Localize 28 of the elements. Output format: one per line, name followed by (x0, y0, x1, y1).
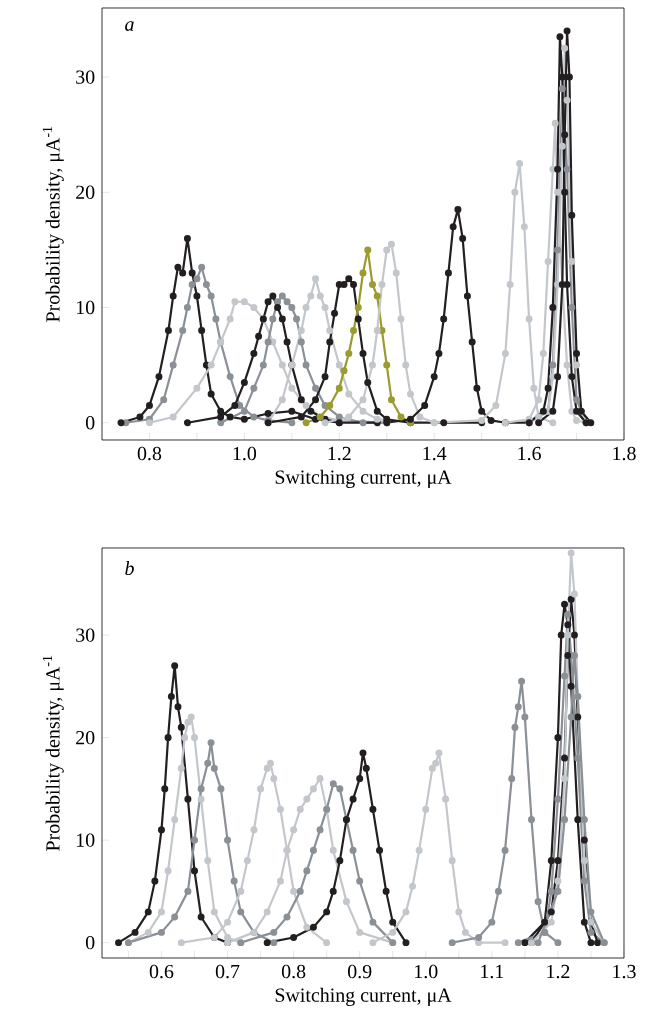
y-axis-title: Probability density, μA$^{-1}$ (42, 655, 64, 851)
y-tick-label: 10 (76, 300, 95, 315)
x-tick-label: 0.9 (348, 964, 372, 979)
x-axis-title: Switching current, μA (275, 987, 452, 1006)
y-tick-label: 30 (76, 70, 95, 84)
x-tick-label: 1.0 (233, 446, 257, 461)
x-tick-label: 0.7 (215, 964, 240, 979)
y-tick-label: 0 (85, 415, 95, 430)
x-tick-label: 1.2 (328, 446, 351, 461)
y-tick-label: 0 (85, 935, 95, 950)
y-tick-label: 10 (76, 833, 95, 847)
y-tick-label: 30 (76, 628, 95, 642)
x-tick-label: 1.1 (481, 964, 504, 979)
x-tick-label: 0.6 (149, 964, 174, 979)
x-tick-label: 1.6 (518, 446, 541, 461)
x-tick-label: 1.3 (613, 964, 636, 979)
y-axis-title: Probability density, μA$^{-1}$ (42, 126, 64, 322)
x-tick-label: 1.0 (415, 964, 438, 979)
x-tick-label: 1.8 (613, 446, 636, 461)
annotation: a (125, 21, 134, 31)
x-axis-title: Switching current, μA (275, 469, 452, 488)
x-tick-label: 1.4 (423, 446, 447, 461)
x-tick-label: 0.8 (137, 446, 162, 461)
y-tick-label: 20 (76, 730, 95, 745)
x-tick-label: 1.2 (547, 964, 570, 979)
y-tick-label: 20 (76, 185, 95, 200)
annotation: b (125, 560, 134, 575)
x-tick-label: 0.8 (281, 964, 306, 979)
